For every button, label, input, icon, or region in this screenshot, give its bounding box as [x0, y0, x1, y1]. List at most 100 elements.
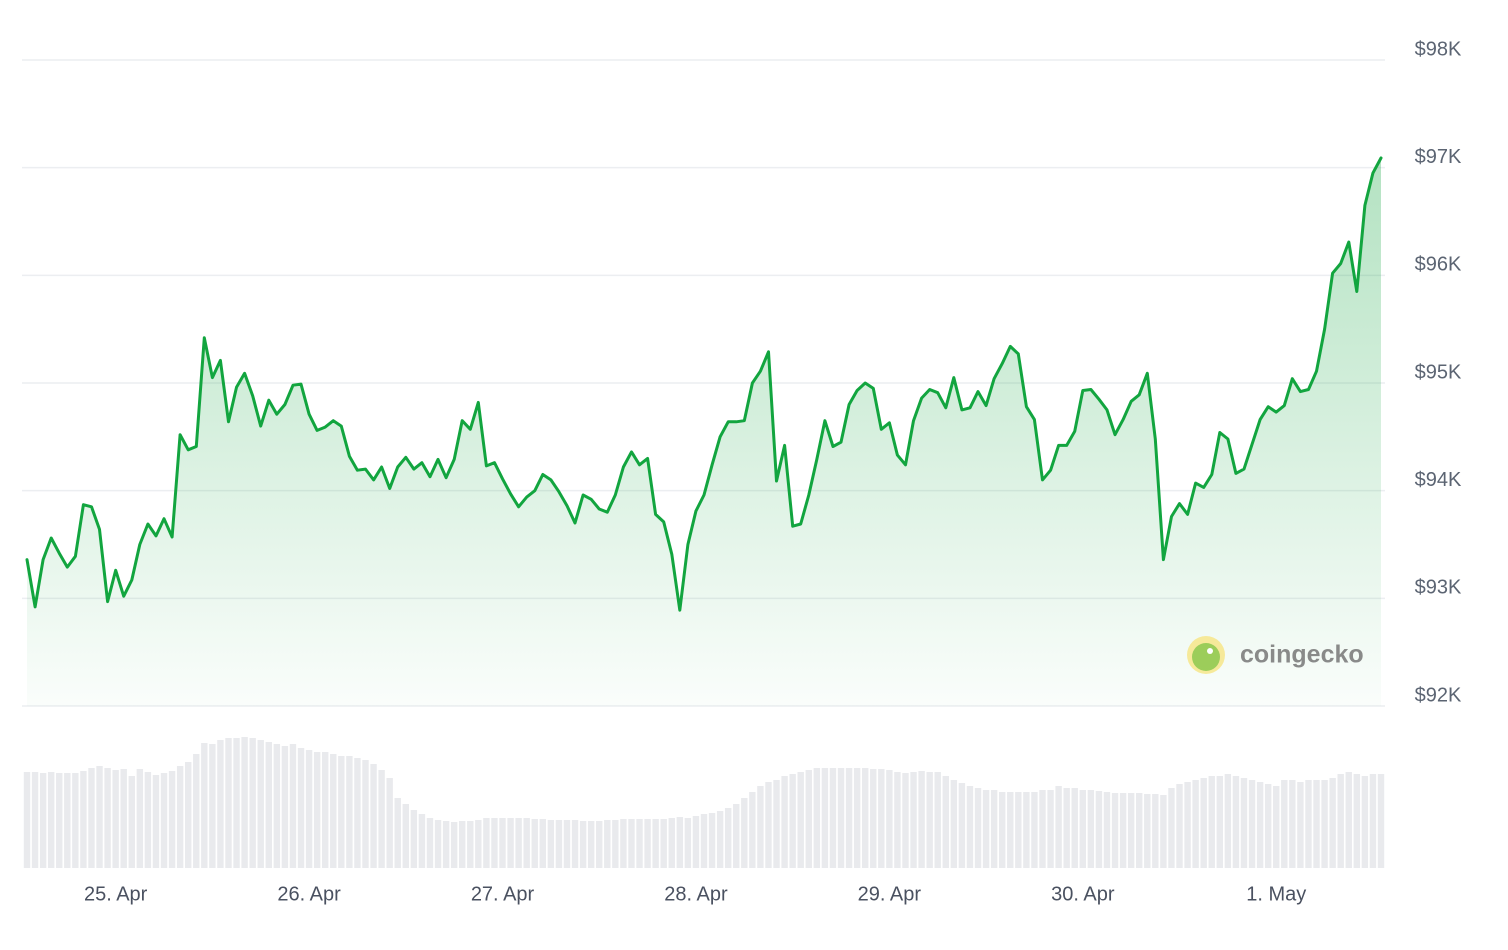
volume-bar — [604, 820, 611, 868]
volume-bar — [539, 819, 547, 868]
volume-bar — [330, 754, 337, 868]
volume-bar — [563, 820, 571, 868]
volume-bar — [354, 758, 361, 868]
watermark: coingecko — [1187, 636, 1364, 674]
volume-bar — [692, 816, 700, 868]
volume-bar — [1345, 772, 1352, 868]
volume-bar — [217, 740, 224, 868]
volume-bar — [144, 772, 152, 868]
volume-bar — [829, 768, 837, 868]
volume-bar — [1111, 793, 1119, 868]
volume-bar — [724, 808, 732, 868]
volume-bar — [112, 770, 119, 868]
volume-bar — [797, 772, 804, 868]
volume-bar — [934, 772, 941, 868]
volume-bar — [289, 744, 297, 868]
volume-bar — [80, 771, 87, 868]
volume-bar — [918, 771, 925, 868]
volume-bar — [902, 773, 909, 868]
volume-bar — [418, 814, 426, 868]
volume-bar — [765, 782, 772, 868]
volume-bar — [1200, 778, 1207, 868]
volume-bar — [757, 786, 764, 868]
volume-bar — [483, 818, 490, 868]
volume-bar — [1305, 780, 1312, 868]
volume-bar — [950, 780, 958, 868]
volume-bar — [886, 770, 893, 868]
volume-bar — [1047, 790, 1054, 868]
volume-bar — [1176, 784, 1183, 868]
volume-bar — [894, 772, 901, 868]
volume-bar — [1160, 795, 1167, 868]
volume-bar — [1168, 788, 1175, 868]
volume-bar — [878, 769, 885, 868]
volume-bar — [1119, 793, 1127, 868]
volume-bar — [870, 769, 877, 868]
volume-bar — [168, 771, 176, 868]
volume-bar — [1031, 792, 1038, 868]
volume-bar — [741, 798, 748, 868]
volume-bar — [966, 786, 974, 868]
volume-bar — [1248, 780, 1256, 868]
volume-bar — [499, 818, 506, 868]
volume-bar — [152, 775, 160, 868]
x-tick-label: 26. Apr — [277, 883, 341, 905]
volume-bar — [579, 821, 587, 868]
logo — [1192, 643, 1220, 671]
volume-bar — [257, 740, 264, 868]
volume-bar — [233, 738, 240, 868]
volume-bar — [72, 773, 79, 868]
volume-bar — [402, 804, 409, 868]
volume-bar — [1079, 790, 1086, 868]
volume-bar — [1281, 780, 1288, 868]
volume-bar — [990, 790, 998, 868]
x-tick-label: 30. Apr — [1051, 883, 1115, 905]
volume-bar — [459, 821, 466, 868]
volume-bar — [201, 743, 208, 868]
volume-bar — [547, 820, 555, 868]
volume-bar — [1023, 792, 1030, 868]
volume-bar — [853, 768, 861, 868]
volume-bar — [587, 821, 595, 868]
volume-bar — [1273, 786, 1280, 868]
volume-bar — [652, 819, 659, 868]
volume-bar — [370, 764, 377, 868]
volume-bar — [410, 810, 418, 868]
volume-bar — [467, 821, 474, 868]
volume-bar — [1256, 782, 1264, 868]
volume-bar — [636, 819, 643, 868]
volume-bar — [1289, 780, 1296, 868]
volume-bar — [491, 818, 498, 868]
y-tick-label: $96K — [1415, 254, 1462, 276]
volume-bar — [225, 738, 232, 868]
volume-bar — [982, 790, 990, 868]
volume-bar — [1240, 778, 1248, 868]
volume-bar — [781, 776, 788, 868]
volume-bar — [386, 778, 393, 868]
volume-bar — [160, 773, 168, 868]
volume-bar — [249, 738, 256, 868]
volume-bar — [612, 820, 619, 868]
volume-bar — [749, 792, 756, 868]
volume-bar — [297, 748, 305, 868]
volume-bar — [716, 811, 724, 868]
volume-bar — [1015, 792, 1022, 868]
volume-bar — [1192, 780, 1199, 868]
volume-bar — [596, 821, 603, 868]
volume-bar — [668, 818, 675, 868]
volume-bar — [39, 773, 47, 868]
volume-bar — [813, 768, 821, 868]
volume-bar — [184, 762, 192, 868]
y-tick-label: $94K — [1415, 469, 1462, 491]
price-line — [25, 156, 1383, 612]
volume-bar — [628, 819, 635, 868]
x-tick-label: 29. Apr — [858, 883, 922, 905]
volume-bar — [120, 769, 127, 868]
volume-bar — [837, 768, 845, 868]
volume-bar — [1329, 778, 1336, 868]
volume-bar — [338, 756, 345, 868]
volume-bar — [733, 804, 740, 868]
volume-bar — [999, 792, 1006, 868]
volume-bar — [128, 776, 135, 868]
y-tick-label: $93K — [1415, 577, 1462, 599]
